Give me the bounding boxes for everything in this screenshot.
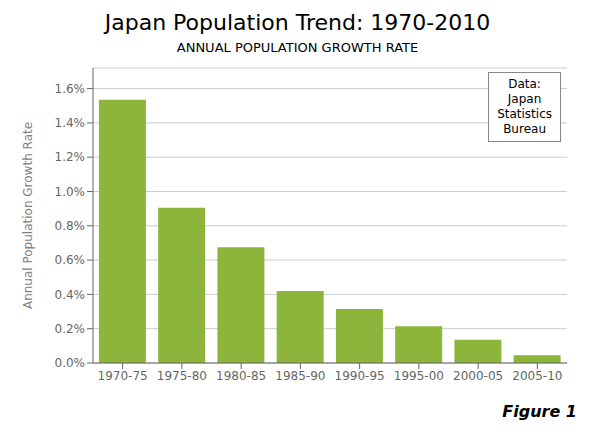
svg-text:Annual Population Growth Rate: Annual Population Growth Rate <box>21 122 35 309</box>
svg-text:0.8%: 0.8% <box>55 219 86 233</box>
svg-text:1.6%: 1.6% <box>55 82 86 96</box>
html-text:Figure 1: Figure 1 <box>502 402 577 421</box>
svg-text:1970-75: 1970-75 <box>98 369 148 383</box>
svg-text:0.6%: 0.6% <box>55 253 86 267</box>
html-text:ANNUAL POPULATION GROWTH RATE: ANNUAL POPULATION GROWTH RATE <box>176 40 419 55</box>
svg-text:2005-10: 2005-10 <box>512 369 562 383</box>
svg-text:1.0%: 1.0% <box>55 185 86 199</box>
svg-text:1.2%: 1.2% <box>55 150 86 164</box>
html-text:Data: Japan Statistics Bureau: Data: Japan Statistics Bureau <box>497 77 552 136</box>
html-text:Japan Population Trend: 1970-2: Japan Population Trend: 1970-2010 <box>104 10 491 35</box>
svg-text:1985-90: 1985-90 <box>275 369 325 383</box>
svg-text:1980-85: 1980-85 <box>216 369 266 383</box>
svg-text:1975-80: 1975-80 <box>157 369 207 383</box>
svg-text:1990-95: 1990-95 <box>335 369 385 383</box>
svg-text:0.4%: 0.4% <box>55 288 86 302</box>
svg-text:0.0%: 0.0% <box>55 356 86 370</box>
svg-text:2000-05: 2000-05 <box>453 369 503 383</box>
svg-text:1995-00: 1995-00 <box>394 369 444 383</box>
svg-text:1.4%: 1.4% <box>55 116 86 130</box>
svg-text:0.2%: 0.2% <box>55 322 86 336</box>
